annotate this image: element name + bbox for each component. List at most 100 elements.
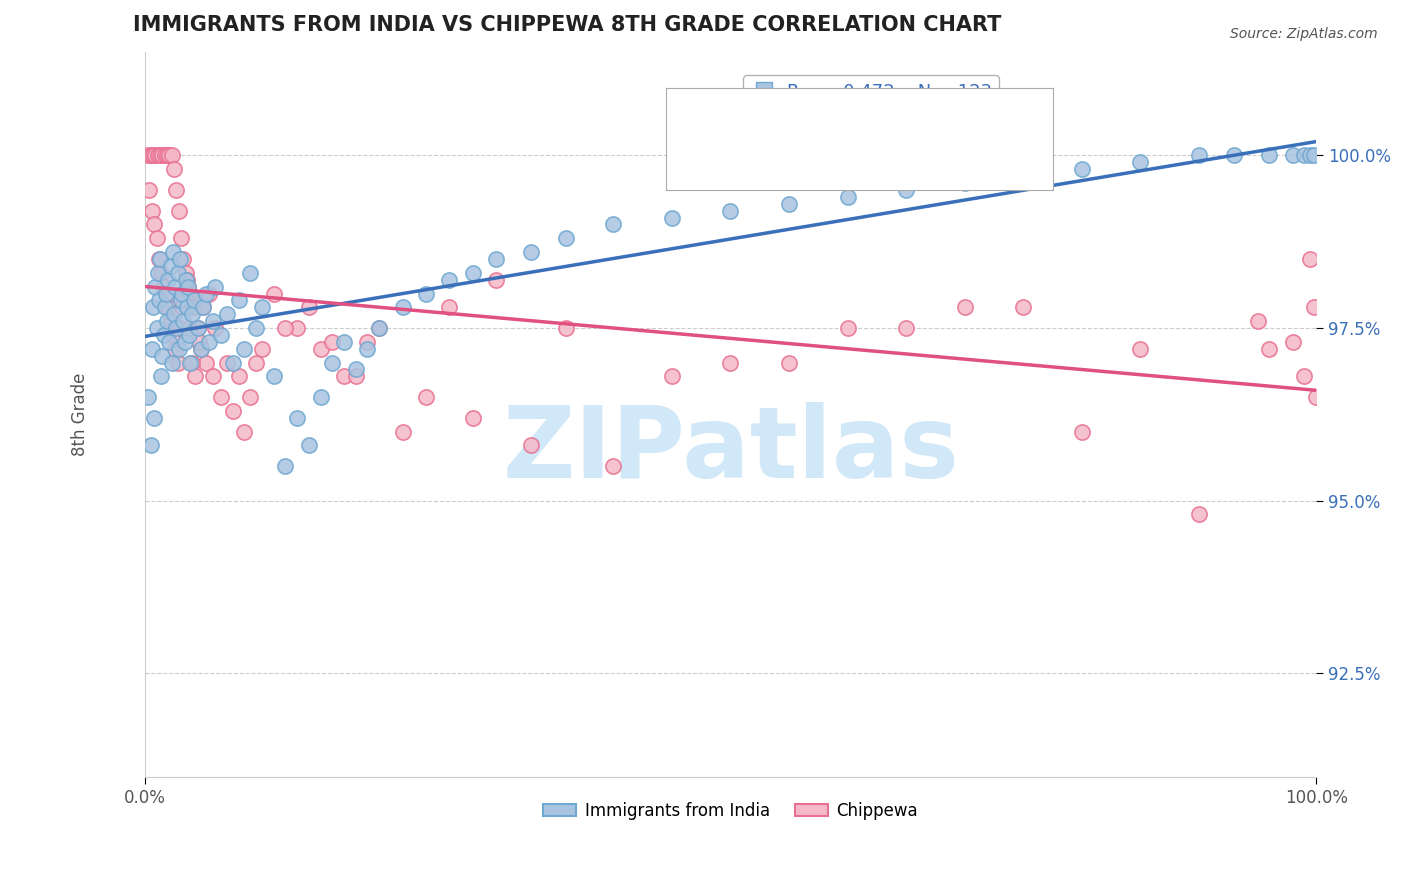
Point — [193, 301, 215, 315]
Point — [778, 196, 800, 211]
Point — [215, 355, 238, 369]
Point — [155, 286, 177, 301]
Point — [245, 355, 267, 369]
Point — [520, 245, 543, 260]
Point — [143, 410, 166, 425]
Point — [187, 334, 209, 349]
Point — [1129, 342, 1152, 356]
Point — [1281, 334, 1303, 349]
Point — [209, 390, 232, 404]
Point — [193, 301, 215, 315]
Point — [215, 307, 238, 321]
Point — [169, 252, 191, 266]
Point — [172, 252, 194, 266]
Point — [228, 293, 250, 308]
Point — [245, 321, 267, 335]
Point — [145, 231, 167, 245]
Point — [198, 334, 221, 349]
Point — [165, 279, 187, 293]
Point — [274, 321, 297, 335]
Point — [180, 355, 202, 369]
Point — [157, 148, 180, 162]
Point — [285, 410, 308, 425]
Point — [170, 293, 193, 308]
Point — [166, 266, 188, 280]
Point — [415, 286, 437, 301]
Point — [485, 252, 508, 266]
Point — [172, 301, 194, 315]
Point — [233, 425, 256, 439]
Point — [179, 286, 201, 301]
Point — [177, 279, 200, 293]
Point — [555, 321, 578, 335]
Point — [368, 321, 391, 335]
Legend: Immigrants from India, Chippewa: Immigrants from India, Chippewa — [536, 795, 925, 827]
Point — [149, 252, 172, 266]
Point — [661, 369, 683, 384]
Point — [157, 301, 180, 315]
Point — [391, 301, 413, 315]
Point — [136, 148, 159, 162]
Point — [1281, 148, 1303, 162]
Text: ZIPatlas: ZIPatlas — [502, 402, 959, 500]
Point — [439, 301, 461, 315]
Point — [309, 342, 332, 356]
Point — [150, 369, 173, 384]
Point — [167, 342, 190, 356]
Point — [344, 369, 367, 384]
Point — [149, 148, 172, 162]
Point — [165, 342, 187, 356]
Point — [1223, 148, 1246, 162]
Point — [186, 321, 208, 335]
Point — [1299, 148, 1322, 162]
Point — [174, 266, 197, 280]
Point — [136, 390, 159, 404]
Point — [150, 266, 173, 280]
Point — [150, 349, 173, 363]
Point — [152, 327, 174, 342]
Point — [720, 203, 742, 218]
Point — [263, 286, 285, 301]
Point — [837, 190, 859, 204]
Point — [233, 342, 256, 356]
Point — [298, 438, 321, 452]
Point — [415, 390, 437, 404]
Point — [602, 218, 624, 232]
Point — [190, 342, 212, 356]
Point — [1302, 301, 1324, 315]
Point — [263, 369, 285, 384]
Point — [204, 279, 226, 293]
Point — [1246, 314, 1268, 328]
Point — [184, 369, 207, 384]
Point — [309, 390, 332, 404]
Point — [172, 314, 194, 328]
Point — [180, 307, 202, 321]
Point — [661, 211, 683, 225]
Point — [204, 321, 226, 335]
Point — [1258, 342, 1281, 356]
Point — [239, 390, 262, 404]
Point — [179, 327, 201, 342]
Point — [148, 252, 170, 266]
Point — [1188, 508, 1211, 522]
Point — [186, 321, 208, 335]
Point — [159, 314, 181, 328]
Point — [153, 148, 176, 162]
Point — [163, 307, 186, 321]
Point — [1294, 369, 1316, 384]
Point — [155, 286, 177, 301]
Point — [142, 301, 165, 315]
Point — [461, 266, 484, 280]
Point — [953, 301, 976, 315]
Point — [160, 355, 183, 369]
Point — [194, 286, 217, 301]
Point — [183, 293, 205, 308]
Point — [138, 183, 160, 197]
Point — [461, 410, 484, 425]
Point — [179, 321, 201, 335]
Point — [172, 286, 194, 301]
Point — [142, 148, 165, 162]
Point — [285, 321, 308, 335]
Point — [333, 334, 356, 349]
Point — [1299, 252, 1322, 266]
